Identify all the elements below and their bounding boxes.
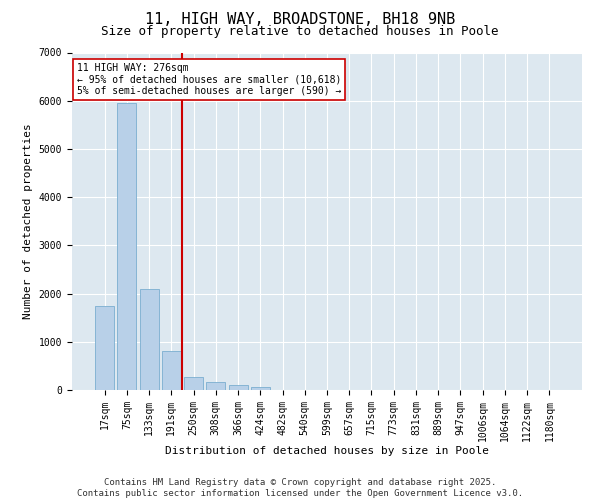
Bar <box>162 352 181 390</box>
Bar <box>95 306 114 390</box>
Text: Contains HM Land Registry data © Crown copyright and database right 2025.
Contai: Contains HM Land Registry data © Crown c… <box>77 478 523 498</box>
Y-axis label: Number of detached properties: Number of detached properties <box>23 124 33 319</box>
Bar <box>118 103 136 390</box>
Bar <box>140 289 158 390</box>
Bar <box>206 382 225 390</box>
Bar <box>251 387 270 390</box>
Bar <box>229 384 248 390</box>
Text: 11 HIGH WAY: 276sqm
← 95% of detached houses are smaller (10,618)
5% of semi-det: 11 HIGH WAY: 276sqm ← 95% of detached ho… <box>77 62 341 96</box>
Text: 11, HIGH WAY, BROADSTONE, BH18 9NB: 11, HIGH WAY, BROADSTONE, BH18 9NB <box>145 12 455 28</box>
Text: Size of property relative to detached houses in Poole: Size of property relative to detached ho… <box>101 25 499 38</box>
Bar <box>184 376 203 390</box>
X-axis label: Distribution of detached houses by size in Poole: Distribution of detached houses by size … <box>165 446 489 456</box>
